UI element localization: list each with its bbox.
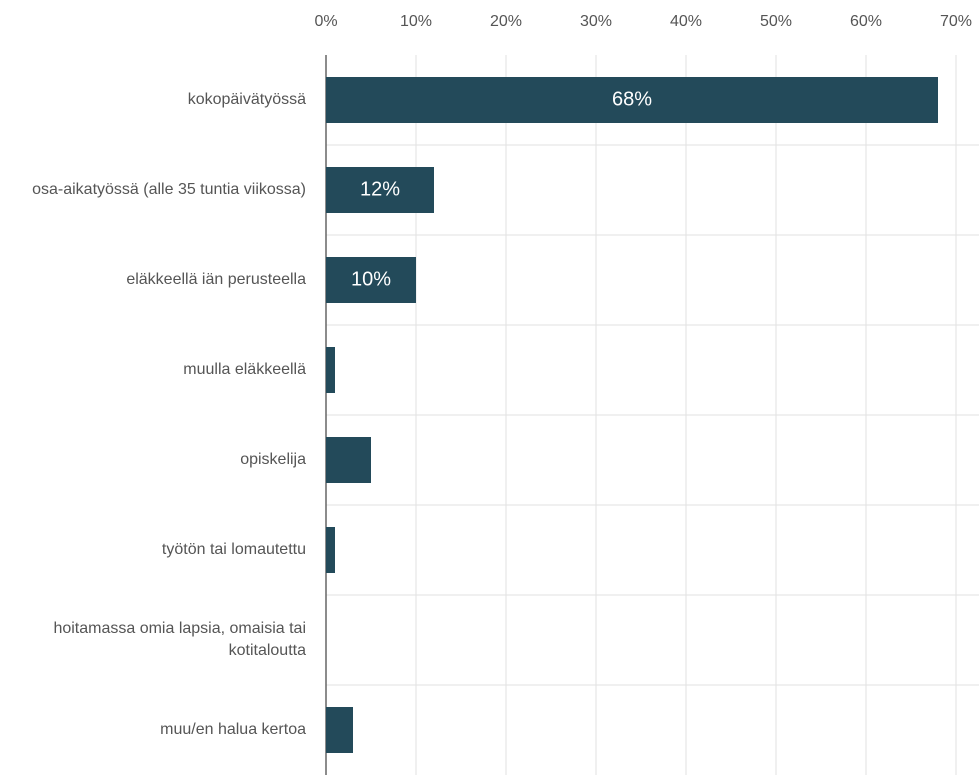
bar	[326, 347, 335, 393]
x-tick-label: 50%	[760, 13, 792, 30]
category-label: eläkkeellä iän perusteella	[126, 271, 306, 288]
category-label: osa-aikatyössä (alle 35 tuntia viikossa)	[32, 181, 306, 198]
bar	[326, 707, 353, 753]
category-label: kokopäivätyössä	[187, 91, 306, 108]
bar	[326, 77, 938, 123]
bar	[326, 527, 335, 573]
bar	[326, 437, 371, 483]
category-label: muu/en halua kertoa	[160, 721, 306, 738]
x-tick-label: 30%	[580, 13, 612, 30]
x-tick-label: 0%	[314, 13, 337, 30]
data-label: 68%	[612, 88, 652, 110]
bar	[326, 167, 434, 213]
category-label: hoitamassa omia lapsia, omaisia tai koti…	[53, 620, 306, 659]
x-tick-label: 10%	[400, 13, 432, 30]
category-label: opiskelija	[240, 451, 306, 468]
x-tick-label: 20%	[490, 13, 522, 30]
data-label: 12%	[360, 178, 400, 200]
x-tick-label: 60%	[850, 13, 882, 30]
category-label: työtön tai lomautettu	[161, 541, 306, 558]
bar	[326, 257, 416, 303]
data-label: 10%	[351, 268, 391, 290]
category-label: muulla eläkkeellä	[183, 361, 306, 378]
x-tick-label: 40%	[670, 13, 702, 30]
x-tick-label: 70%	[940, 13, 972, 30]
